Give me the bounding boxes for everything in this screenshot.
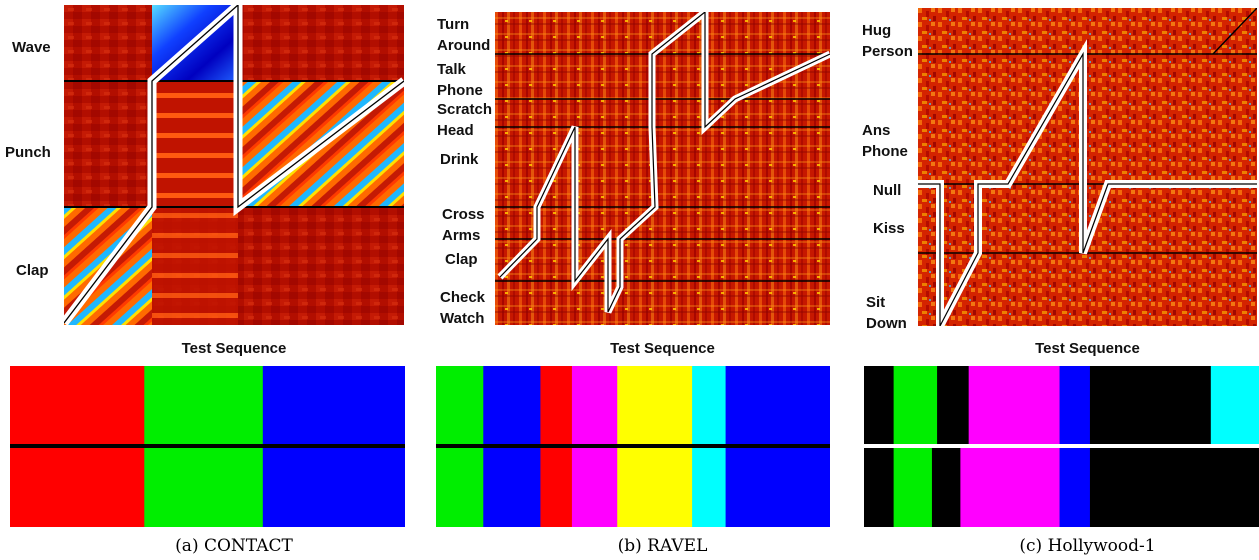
label-segment: [1089, 366, 1212, 444]
label-segment: [262, 366, 405, 446]
class-label-wave: Wave: [12, 39, 51, 56]
label-segment: [931, 448, 961, 527]
label-segment: [617, 446, 693, 527]
label-segment: [893, 366, 938, 444]
class-label-cross-arms: Cross Arms: [442, 204, 485, 246]
x-axis-label: Test Sequence: [1035, 340, 1140, 357]
label-strips: [864, 366, 1259, 527]
label-segment: [617, 366, 693, 446]
label-segment: [893, 448, 933, 527]
class-label-text: Check Watch: [440, 289, 486, 327]
label-segment: [864, 366, 895, 444]
label-segment: [1210, 366, 1259, 444]
class-label-clap: Clap: [16, 262, 49, 279]
panel-ravel: Turn Around Talk Phone Scratch Head Drin…: [420, 0, 840, 560]
figure-caption: (c) Hollywood-1: [1019, 536, 1156, 556]
x-axis-label: Test Sequence: [610, 340, 715, 357]
class-label-text: Sit Down: [866, 294, 907, 332]
class-label-drink: Drink: [440, 149, 478, 170]
class-label-text: Talk Phone: [437, 61, 483, 99]
label-segment: [692, 366, 727, 446]
label-segment: [144, 446, 264, 527]
class-label-clap: Clap: [445, 249, 478, 270]
label-segment: [1089, 448, 1259, 527]
class-label-punch: Punch: [5, 144, 51, 161]
label-segment: [540, 366, 573, 446]
class-label-text: Null: [873, 182, 902, 199]
class-label-scratch-head: Scratch Head: [437, 99, 492, 141]
class-label-text: Drink: [440, 151, 479, 168]
class-label-sit-down: Sit Down: [866, 292, 907, 334]
label-segment: [436, 446, 484, 527]
figure-caption: (b) RAVEL: [617, 536, 708, 556]
label-segment: [725, 366, 830, 446]
label-segment: [262, 446, 405, 527]
class-label-talk-phone: Talk Phone: [437, 59, 483, 101]
similarity-heatmap: [495, 12, 830, 325]
class-label-text: Scratch Head: [437, 101, 493, 139]
panel-hollywood: Hug Person Ans Phone Null Kiss Sit Down …: [840, 0, 1259, 560]
panel-contact: Wave Punch Clap: [0, 0, 420, 560]
label-segment: [1059, 448, 1091, 527]
class-label-text: Ans Phone: [862, 122, 908, 160]
label-segment: [10, 366, 145, 446]
class-label-text: Turn Around: [437, 16, 491, 54]
label-segment: [864, 448, 895, 527]
figure-caption: (a) CONTACT: [175, 536, 293, 556]
label-segment: [540, 446, 573, 527]
x-axis-label: Test Sequence: [181, 340, 287, 357]
label-segment: [968, 366, 1061, 444]
class-label-ans-phone: Ans Phone: [862, 120, 908, 162]
similarity-heatmap: [918, 8, 1257, 326]
label-segment: [725, 446, 830, 527]
label-segment: [483, 446, 541, 527]
label-segment: [960, 448, 1061, 527]
class-label-text: Kiss: [873, 220, 905, 237]
label-segment: [144, 366, 264, 446]
class-label-turn-around: Turn Around: [437, 14, 490, 56]
class-label-text: Hug Person: [862, 22, 913, 60]
label-segment: [1059, 366, 1091, 444]
label-segment: [571, 366, 618, 446]
label-segment: [571, 446, 618, 527]
class-label-null: Null: [873, 180, 901, 201]
class-label-text: Clap: [445, 251, 478, 268]
similarity-heatmap: [64, 5, 404, 325]
class-label-kiss: Kiss: [873, 218, 905, 239]
label-segment: [483, 366, 541, 446]
class-label-check-watch: Check Watch: [440, 287, 485, 329]
class-label-hug-person: Hug Person: [862, 20, 913, 62]
label-strips: [10, 366, 405, 527]
label-segment: [937, 366, 970, 444]
label-segment: [436, 366, 484, 446]
label-segment: [692, 446, 727, 527]
class-label-text: Cross Arms: [442, 206, 485, 244]
label-strips: [436, 366, 830, 527]
label-segment: [10, 446, 145, 527]
